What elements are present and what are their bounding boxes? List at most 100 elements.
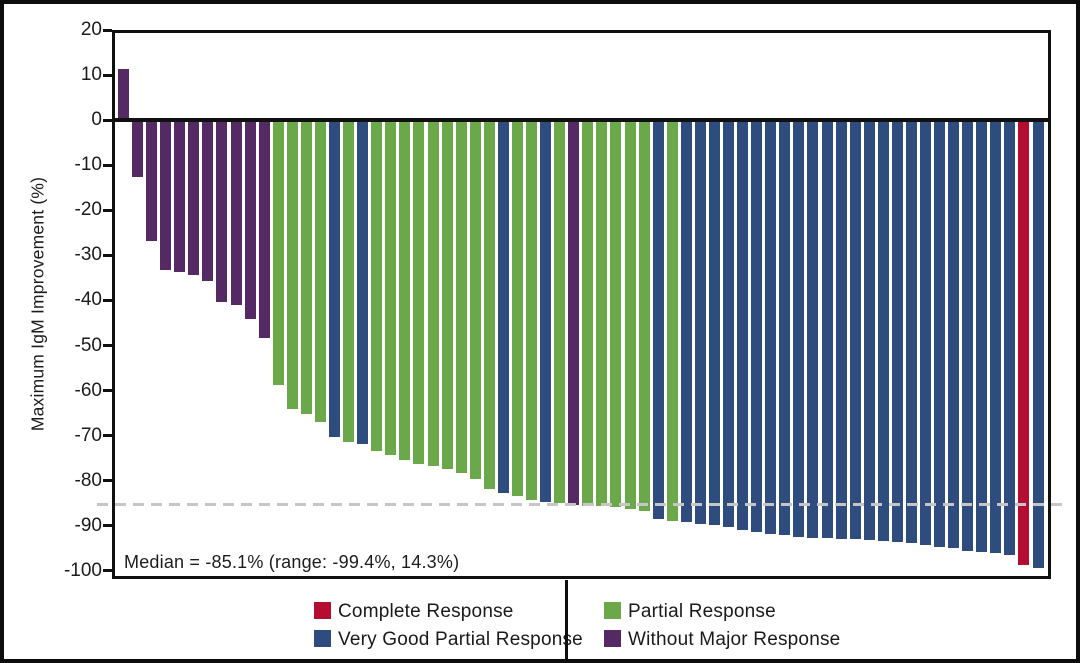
patient-bar [948,122,960,549]
patient-bar [863,122,875,541]
patient-bar [1018,122,1030,566]
patient-bar [765,122,777,534]
legend-label: Without Major Response [628,629,841,650]
patient-bar [483,122,495,490]
patient-bar [666,122,678,522]
y-tick-mark [103,569,112,573]
patient-bar [793,122,805,537]
patient-bar [230,122,242,306]
patient-bar [188,122,200,275]
legend-label: Partial Response [628,601,776,622]
vgpr-color-swatch [314,630,331,647]
pr-color-swatch [604,602,621,619]
patient-bar [962,122,974,552]
patient-bar [441,122,453,469]
cr-color-swatch [314,602,331,619]
patient-bar [821,122,833,538]
y-tick-label: -100 [63,559,102,581]
patient-bar [919,122,931,545]
patient-bar [469,122,481,480]
patient-bar [118,69,129,121]
patient-bar [779,122,791,535]
patient-bar [343,122,355,442]
patient-bar [934,122,946,548]
y-tick-label: -80 [74,469,102,491]
patient-bar [877,122,889,542]
patient-bar [582,122,594,506]
patient-bar [976,122,988,553]
patient-bar [385,122,397,456]
y-tick-mark [103,73,112,77]
patient-bar [835,122,847,539]
y-tick-label: -20 [74,199,102,221]
patient-bar [891,122,903,542]
patient-bar [174,122,186,272]
y-tick-mark [103,434,112,438]
patient-bar [202,122,214,282]
patient-bar [1004,122,1016,556]
y-tick-label: 0 [91,109,102,131]
patient-bar [624,122,636,510]
legend-label: Very Good Partial Response [338,629,583,650]
zero-baseline [112,118,1051,122]
patient-bar [132,122,144,177]
y-tick-mark [103,298,112,302]
patient-bar [751,122,763,532]
patient-bar [455,122,467,473]
y-tick-label: -40 [74,289,102,311]
patient-bar [554,122,566,504]
patient-bar [708,122,720,526]
wmr-color-swatch [604,630,621,647]
patient-bar [596,122,608,507]
patient-bar [849,122,861,540]
y-tick-label: 10 [80,64,102,86]
y-tick-label: -30 [74,244,102,266]
patient-bar [244,122,256,320]
y-tick-mark [103,524,112,528]
y-tick-mark [103,28,112,32]
patient-bar [272,122,284,386]
patient-bar [314,122,326,422]
patient-bar [511,122,523,496]
patient-bar [652,122,664,520]
y-tick-label: -90 [74,514,102,536]
patient-bar [371,122,383,451]
y-tick-label: -60 [74,379,102,401]
patient-bar [694,122,706,524]
y-tick-mark [103,479,112,483]
patient-bar [258,122,270,339]
patient-bar [680,122,692,522]
patient-bar [737,122,749,531]
y-tick-mark [103,208,112,212]
patient-bar [160,122,172,270]
legend-divider-line [565,580,568,659]
y-tick-mark [103,344,112,348]
patient-bar [146,122,158,241]
patient-bar [540,122,552,502]
patient-bar [638,122,650,512]
y-tick-label: -70 [74,424,102,446]
patient-bar [905,122,917,544]
patient-bar [300,122,312,415]
median-annotation: Median = -85.1% (range: -99.4%, 14.3%) [124,552,460,572]
patient-bar [526,122,538,500]
y-tick-label: -10 [74,154,102,176]
patient-bar [990,122,1002,554]
patient-bar [807,122,819,538]
y-tick-label: 20 [80,19,102,40]
patient-bar [1032,122,1044,569]
patient-bar [357,122,369,445]
median-reference-line [97,502,1069,506]
y-tick-mark [103,163,112,167]
patient-bar [497,122,509,494]
patient-bar [399,122,411,460]
patient-bar [610,122,622,508]
patient-bar [568,122,580,505]
patient-bar [413,122,425,464]
patient-bar [427,122,439,467]
y-tick-mark [103,118,112,122]
patient-bar [329,122,341,437]
patient-bar [286,122,298,410]
legend-label: Complete Response [338,601,514,622]
